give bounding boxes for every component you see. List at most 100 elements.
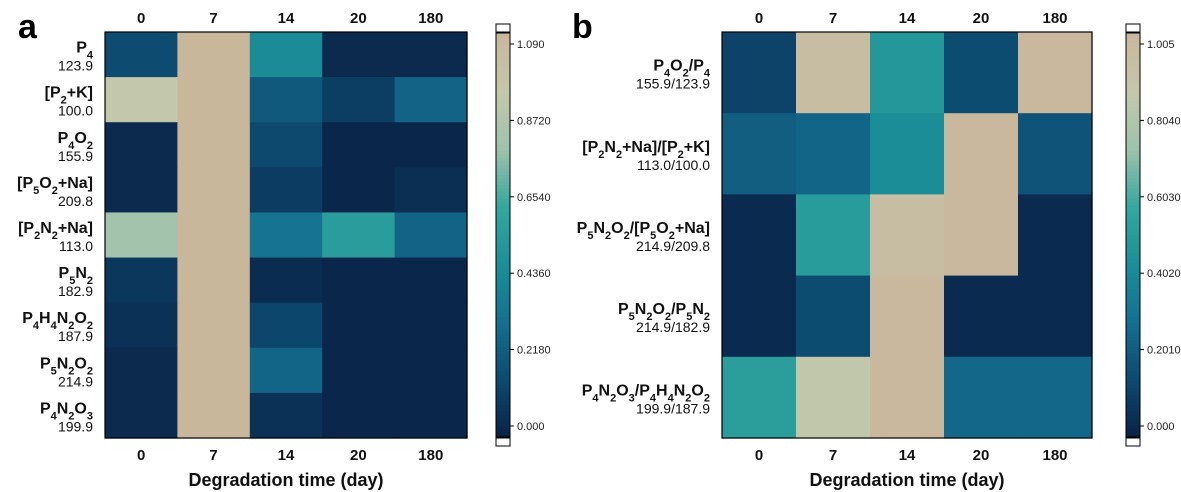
colorbar-segment [496,360,510,365]
x-tick-label-top: 14 [278,10,295,27]
heatmap-cell [394,212,468,259]
x-tick-label-bottom: 7 [829,447,837,464]
x-tick-label-top: 7 [209,10,217,27]
colorbar-segment [496,180,510,186]
colorbar-segment [496,92,510,98]
heatmap-cell [870,275,945,358]
colorbar-segment [1126,424,1140,429]
colorbar-segment [496,289,510,294]
colorbar-segment [496,197,510,202]
colorbar-segment [496,174,510,179]
heatmap-cell [870,32,945,114]
colorbar-segment [496,103,510,108]
colorbar-segment [496,312,510,317]
colorbar-segment [496,238,510,243]
colorbar-segment [496,268,510,274]
colorbar-tick-label: 0.4020 [1147,268,1181,280]
colorbar-segment [1126,123,1140,128]
colorbar-segment [496,184,510,189]
colorbar-segment [496,214,510,219]
panel-label: b [572,8,593,46]
row-label-formula: P4O2/P4 [653,58,711,80]
colorbar-segment [496,350,510,355]
colorbar-segment [1126,346,1140,351]
colorbar-segment [1126,136,1140,142]
colorbar-segment [1126,204,1140,209]
colorbar-cap-top [1125,23,1141,34]
colorbar-segment [496,133,510,138]
colorbar-segment [1126,113,1140,118]
colorbar-segment [1126,258,1140,263]
colorbar-segment [1126,224,1140,230]
row-label-formula: P4N2O3 [40,400,93,422]
colorbar-segment [496,126,510,131]
colorbar-segment [1126,221,1140,226]
heatmap-cell [722,32,797,114]
colorbar-segment [496,272,510,277]
colorbar-segment [496,258,510,263]
colorbar-segment [1126,251,1140,257]
row-label-formula: P4H4N2O2 [22,310,93,332]
x-tick-label-top: 20 [350,10,367,27]
row-label-formula: [P5O2+Na] [17,175,93,197]
colorbar-segment [1126,299,1140,304]
colorbar-segment [1126,333,1140,338]
colorbar-segment [1126,265,1140,270]
colorbar-tick-label: 0.4360 [517,268,551,280]
row-label-mass: 214.9 [58,373,93,389]
colorbar-segment [496,377,510,382]
colorbar-segment [1126,238,1140,243]
colorbar-segment [1126,350,1140,355]
colorbar-segment [1126,116,1140,121]
colorbar-segment [1126,103,1140,108]
heatmap-cell [322,167,396,214]
colorbar-segment [1126,197,1140,202]
colorbar-segment [496,343,510,348]
colorbar-segment [1126,96,1140,101]
colorbar-segment [1126,306,1140,311]
heatmap-cell [177,392,251,439]
colorbar-segment [496,282,510,287]
x-tick-label-bottom: 20 [350,447,367,464]
colorbar-tick-label: 0.2010 [1147,345,1181,357]
colorbar-tick-label: 0.6030 [1147,192,1181,204]
colorbar-segment [496,424,510,429]
heatmap-cell [796,356,871,439]
colorbar-segment [496,245,510,250]
colorbar-segment [1126,62,1140,67]
colorbar-segment [496,400,510,405]
colorbar-segment [1126,268,1140,274]
x-axis-title: Degradation time (day) [809,470,1004,490]
colorbar-segment [496,147,510,152]
heatmap-cell [944,275,1019,358]
panel-label: a [18,8,38,46]
colorbar-segment [1126,400,1140,405]
colorbar-segment [496,333,510,338]
row-label-mass: 155.9 [58,148,93,164]
colorbar-segment [1126,289,1140,294]
heatmap-cell [796,113,871,195]
row-label-mass: 199.9/187.9 [636,400,710,416]
colorbar-segment [1126,383,1140,389]
colorbar-segment [496,204,510,209]
colorbar-segment [496,417,510,422]
row-label-mass: 100.0 [58,103,93,119]
plot-frame [721,31,1093,439]
heatmap-cell [394,257,468,304]
heatmap-cell [322,212,396,259]
colorbar-segment [1126,272,1140,277]
colorbar-segment [496,275,510,280]
colorbar-frame [1125,31,1141,439]
colorbar-segment [496,235,510,240]
colorbar-segment [1126,377,1140,382]
colorbar-segment [1126,363,1140,368]
row-label-formula: [P2N2+Na]/[P2+K] [582,139,710,161]
colorbar-segment [1126,211,1140,216]
colorbar-cap-bottom [1125,436,1141,447]
colorbar-tick-label: 1.005 [1147,39,1175,51]
heatmap-cell [722,113,797,195]
colorbar-segment [496,45,510,50]
heatmap-cell [249,77,323,123]
heatmap-cell [177,167,251,214]
plot-frame [104,31,468,439]
